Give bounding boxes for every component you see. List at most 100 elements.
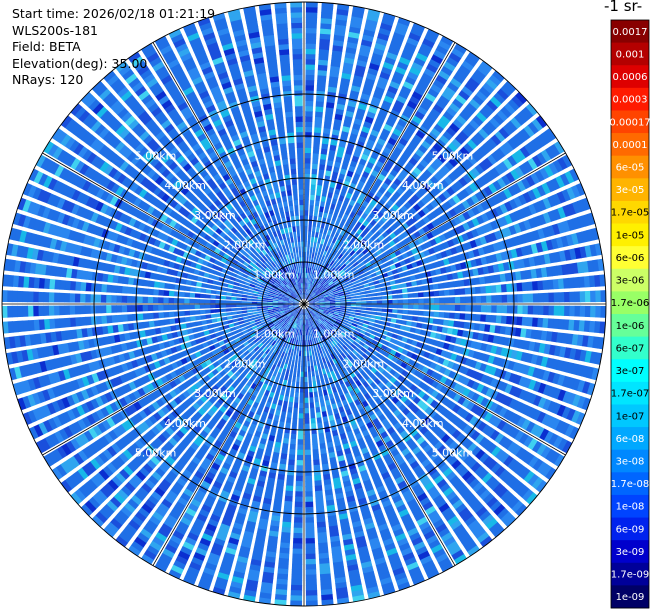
ray <box>91 307 301 528</box>
ring-label: 2.00km <box>224 239 266 252</box>
ray <box>305 16 411 300</box>
colorbar-segment <box>611 42 649 66</box>
colorbar-tick-label: 1e-07 <box>616 411 645 422</box>
ray <box>35 154 300 302</box>
ray <box>274 309 304 606</box>
ray <box>306 43 468 300</box>
colorbar-segment <box>611 20 649 44</box>
ring-label: 1.00km <box>313 268 355 281</box>
ray <box>258 3 304 299</box>
ray <box>309 290 606 304</box>
colorbar-segment <box>611 291 649 315</box>
ray <box>307 80 517 301</box>
ray <box>3 304 299 350</box>
ring-label: 3.00km <box>194 387 236 400</box>
ray <box>309 304 605 350</box>
ray <box>140 308 302 565</box>
ray <box>212 12 303 300</box>
spoke-line <box>152 42 305 305</box>
ray <box>308 154 573 302</box>
colorbar-tick-label: 3e-09 <box>616 547 645 558</box>
ray <box>243 309 304 603</box>
colorbar-segment <box>611 65 649 89</box>
ray <box>115 60 301 300</box>
ray <box>307 103 538 301</box>
ray <box>154 35 302 300</box>
ray <box>305 308 411 592</box>
spoke-line <box>303 303 456 566</box>
plot-info: Start time: 2026/02/18 01:21:19 WLS200s-… <box>12 6 215 89</box>
ray <box>307 70 505 301</box>
field-name: Field: BETA <box>12 39 81 54</box>
ray <box>308 168 580 302</box>
colorbar-tick-label: 1.7e-06 <box>611 298 649 309</box>
ray <box>309 243 603 304</box>
colorbar-segment <box>611 381 649 405</box>
colorbar-tick-label: 3e-08 <box>616 457 645 468</box>
ray <box>290 309 304 606</box>
colorbar-segment <box>611 110 649 134</box>
ray <box>305 12 396 300</box>
ray <box>182 308 303 586</box>
ray <box>2 304 299 334</box>
ring-label: 5.00km <box>135 150 177 163</box>
spoke-line <box>152 303 305 566</box>
ray <box>227 309 303 600</box>
ray <box>309 258 605 304</box>
spoke-line <box>42 152 305 305</box>
ray <box>308 182 586 303</box>
start-time: Start time: 2026/02/18 01:21:19 <box>12 6 216 21</box>
spoke-line <box>303 152 566 305</box>
colorbar-segment <box>611 359 649 383</box>
ray <box>309 304 606 334</box>
ray <box>80 91 301 301</box>
ray <box>103 307 301 538</box>
ray <box>22 305 300 426</box>
colorbar-segment <box>611 404 649 428</box>
ring-label: 5.00km <box>135 446 177 459</box>
ray <box>308 306 580 440</box>
ray <box>308 197 592 303</box>
ring-label: 4.00km <box>164 417 206 430</box>
spoke-line <box>303 42 456 305</box>
grid-spokes <box>2 2 606 606</box>
ray <box>309 304 606 318</box>
ray <box>3 258 299 304</box>
ray <box>308 306 565 468</box>
ray <box>16 305 300 411</box>
colorbar-segment <box>611 133 649 157</box>
ray <box>80 307 301 517</box>
ring-label: 1.00km <box>313 328 355 341</box>
ray <box>307 60 493 300</box>
ray <box>51 127 300 302</box>
colorbar-tick-label: 1e-08 <box>616 502 645 513</box>
ray <box>307 307 505 538</box>
ray <box>8 227 299 303</box>
ray <box>306 308 454 573</box>
colorbar-tick-label: 6e-07 <box>616 343 645 354</box>
ray <box>182 22 303 300</box>
colorbar-tick-label: 6e-08 <box>616 434 645 445</box>
colorbar-segment <box>611 427 649 451</box>
ray <box>305 8 381 299</box>
colorbar-segment <box>611 562 649 586</box>
ray <box>2 304 299 318</box>
ray <box>243 5 304 299</box>
ray <box>35 306 300 454</box>
ray <box>304 2 334 299</box>
ray <box>308 115 548 301</box>
ray <box>305 309 381 600</box>
ray <box>308 306 557 481</box>
ray <box>197 16 303 300</box>
ray <box>127 308 302 557</box>
colorbar-segment <box>611 87 649 111</box>
nrays: NRays: 120 <box>12 72 84 87</box>
spoke-line <box>303 303 566 456</box>
ray <box>5 304 299 365</box>
ray <box>212 308 303 596</box>
colorbar-segment <box>611 494 649 518</box>
colorbar-segment <box>611 155 649 179</box>
colorbar-segment <box>611 200 649 224</box>
colorbar-tick-label: 6e-05 <box>616 163 645 174</box>
ray <box>227 8 303 299</box>
